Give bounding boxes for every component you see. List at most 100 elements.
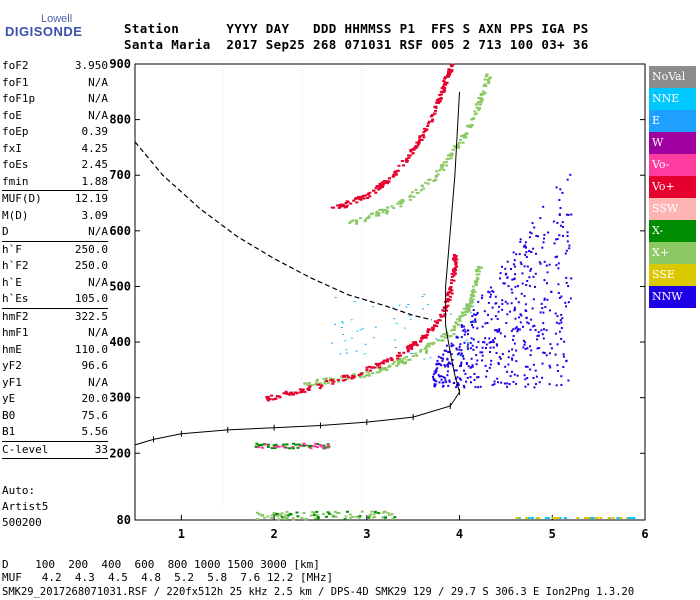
echo-point-nnw — [469, 341, 472, 344]
echo-point-nne — [472, 320, 475, 322]
echo-point-nnw — [526, 377, 529, 379]
echo-point-nnw — [492, 341, 495, 344]
echo-point-nnw — [508, 350, 510, 353]
echo-point-nnw — [532, 363, 535, 366]
echo-point-xplus — [303, 382, 307, 385]
echo-point-nnw — [477, 300, 480, 303]
param-value: 110.0 — [74, 342, 108, 356]
echo-point-nnw — [436, 367, 439, 370]
echo-point-vo — [290, 393, 294, 396]
echo-point-nne — [407, 304, 410, 305]
echo-point-nnw — [534, 369, 537, 372]
echo-point-vo — [342, 205, 346, 207]
echo-point-nnw — [471, 364, 474, 367]
echo-point-low — [284, 513, 288, 516]
echo-point-vo — [409, 150, 413, 153]
param-label: h`E — [2, 275, 22, 289]
echo-point-nne — [359, 329, 362, 331]
legend-item: SSW — [649, 198, 696, 220]
echo-point-vo — [362, 197, 366, 200]
echo-point-nnw — [518, 316, 520, 319]
echo-point-nnw — [529, 328, 532, 331]
echo-point-floor — [576, 517, 580, 519]
echo-point-nne — [467, 341, 469, 343]
echo-point-xplus — [367, 216, 371, 219]
echo-point-xplus — [381, 211, 385, 214]
y-tick-label: 800 — [109, 113, 131, 127]
echo-point-low — [276, 515, 280, 518]
echo-point-nne — [364, 353, 367, 355]
echo-point-nnw — [445, 349, 447, 352]
echo-point-nnw — [437, 374, 440, 377]
echo-point-nnw — [555, 264, 558, 267]
echo-point-vo — [288, 392, 292, 395]
param-row: C-level 33 — [2, 442, 108, 459]
echo-point-vo — [448, 288, 452, 291]
param-value: 75.6 — [81, 408, 109, 422]
echo-point-nnw — [485, 375, 488, 378]
echo-point-low — [335, 511, 339, 514]
echo-point-xplus — [426, 182, 430, 185]
echo-point-xplus — [475, 273, 479, 276]
echo-point-nnw — [488, 366, 491, 369]
echo-point-vo — [443, 313, 447, 316]
echo-point-low — [272, 512, 276, 515]
echo-point-nnw — [496, 344, 499, 347]
echo-point-nnw — [476, 312, 479, 315]
echo-point-nnw — [524, 365, 527, 368]
echo-point-nnw — [542, 311, 545, 314]
echo-point-xplus — [449, 335, 453, 337]
echo-point-nnw — [499, 332, 502, 335]
echo-point-nnw — [540, 302, 543, 305]
echo-point-nnw — [434, 371, 437, 374]
echo-point-nnw — [433, 378, 436, 381]
echo-point-vo — [426, 122, 430, 125]
echo-point-low — [324, 515, 328, 518]
echo-point-low — [279, 515, 283, 517]
echo-point-vo — [351, 374, 354, 377]
echo-point-nnw — [560, 337, 563, 340]
echo-point-low — [360, 510, 364, 513]
echo-point-nne — [350, 319, 353, 321]
echo-point-low — [374, 512, 378, 514]
echo-point-nne — [334, 297, 337, 298]
param-label: yE — [2, 392, 16, 405]
echo-point-nnw — [488, 337, 491, 340]
echo-point-nnw — [507, 285, 510, 288]
echo-point-nnw — [556, 221, 559, 224]
echo-point-nnw — [500, 381, 503, 384]
echo-point-nnw — [494, 315, 497, 318]
echo-point-nnw — [458, 352, 461, 355]
echo-point-xplus — [365, 217, 369, 220]
echo-point-es — [312, 445, 316, 448]
echo-point-vo — [307, 386, 311, 389]
echo-point-es — [273, 445, 277, 448]
echo-point-vo — [424, 336, 428, 339]
echo-point-xplus — [396, 359, 400, 362]
echo-point-vo — [442, 80, 446, 82]
echo-point-nnw — [516, 328, 519, 331]
echo-point-xplus — [482, 85, 486, 87]
echo-point-xplus — [487, 80, 490, 83]
echo-point-nnw — [548, 263, 551, 266]
echo-point-xplus — [390, 205, 394, 208]
echo-point-xplus — [323, 380, 327, 383]
echo-point-low — [349, 516, 353, 519]
echo-point-vo — [410, 347, 414, 350]
echo-point-nnw — [535, 383, 537, 385]
echo-point-xplus — [381, 209, 385, 211]
echo-point-xplus — [460, 315, 464, 317]
echo-point-low — [337, 512, 341, 515]
param-value: 1.88 — [81, 174, 109, 188]
echo-point-vo — [442, 306, 446, 309]
echo-point-nnw — [470, 321, 473, 324]
echo-point-vo — [342, 376, 346, 378]
echo-point-es — [294, 443, 298, 446]
echo-point-nnw — [469, 366, 472, 369]
echo-point-vo — [414, 343, 418, 346]
echo-point-xplus — [463, 136, 467, 139]
echo-point-low — [300, 516, 304, 519]
echo-point-nnw — [566, 240, 569, 243]
echo-point-nnw — [487, 313, 489, 316]
echo-point-low — [390, 513, 394, 516]
